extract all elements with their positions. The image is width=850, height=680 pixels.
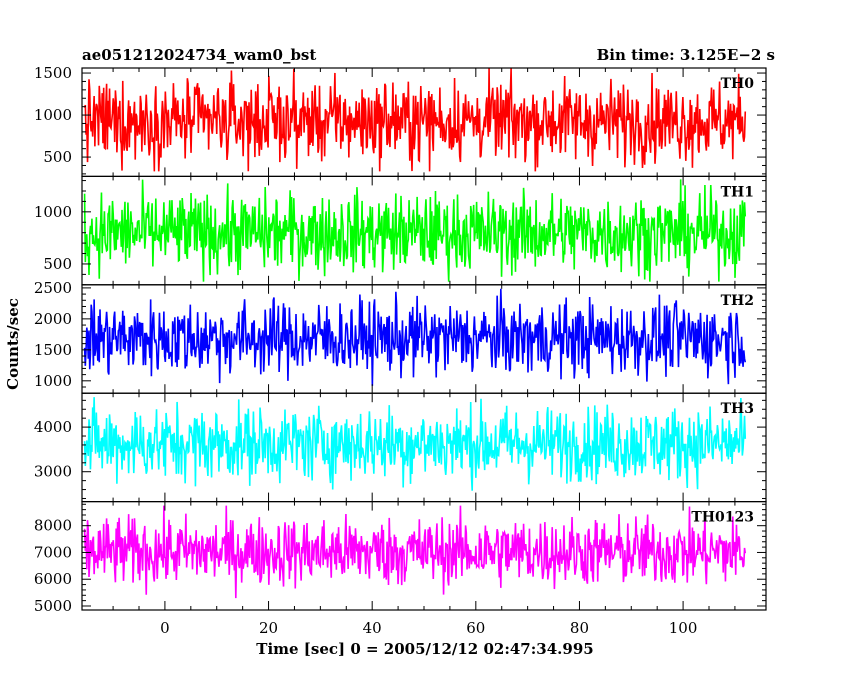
y-tick-label: 1500	[34, 341, 72, 359]
y-tick-label: 1500	[34, 64, 72, 82]
chart-title-right: Bin time: 3.125E−2 s	[597, 46, 775, 64]
y-tick-label: 2000	[34, 310, 72, 328]
series-line-th3	[83, 397, 747, 491]
y-axis-label: Counts/sec	[4, 298, 22, 390]
x-axis-label: Time [sec] 0 = 2005/12/12 02:47:34.995	[256, 640, 593, 658]
series-line-th2	[83, 288, 747, 386]
x-tick-label: 20	[259, 619, 278, 637]
y-tick-label: 5000	[34, 597, 72, 615]
y-tick-label: 8000	[34, 517, 72, 535]
chart-title-left: ae051212024734_wam0_bst	[82, 46, 316, 64]
x-axis: 0 20 40 60 80 100	[160, 619, 697, 637]
series-line-th1	[83, 179, 747, 282]
y-tick-label: 1000	[34, 106, 72, 124]
panels-group: 500 1000 1500 TH0 500 1000 TH1 1000 1500 2000 2500…	[34, 64, 767, 615]
panel-label-th3: TH3	[721, 401, 754, 417]
y-tick-label: 7000	[34, 543, 72, 561]
x-tick-label: 40	[363, 619, 382, 637]
y-tick-label: 3000	[34, 463, 72, 481]
panel-th0123: 5000 6000 7000 8000 TH0123	[34, 501, 767, 615]
panel-label-th2: TH2	[721, 293, 754, 309]
panel-label-th0123: TH0123	[691, 510, 754, 526]
x-tick-label: 0	[160, 619, 170, 637]
x-tick-label: 80	[570, 619, 589, 637]
series-line-th0123	[83, 505, 747, 599]
y-tick-label: 500	[43, 148, 72, 166]
x-tick-label: 100	[669, 619, 698, 637]
panel-th2: 1000 1500 2000 2500 TH2	[34, 279, 767, 394]
y-tick-label: 2500	[34, 279, 72, 297]
y-tick-label: 1000	[34, 372, 72, 390]
y-tick-label: 6000	[34, 570, 72, 588]
y-tick-label: 500	[43, 255, 72, 273]
series-line-th0	[83, 67, 747, 172]
panel-th0: 500 1000 1500 TH0	[34, 64, 767, 178]
panel-th3: 3000 4000 TH3	[34, 392, 767, 503]
panel-th1: 500 1000 TH1	[34, 175, 767, 286]
y-tick-label: 1000	[34, 203, 72, 221]
x-tick-label: 60	[466, 619, 485, 637]
panel-label-th1: TH1	[721, 184, 754, 200]
y-tick-label: 4000	[34, 418, 72, 436]
panel-label-th0: TH0	[721, 76, 755, 92]
